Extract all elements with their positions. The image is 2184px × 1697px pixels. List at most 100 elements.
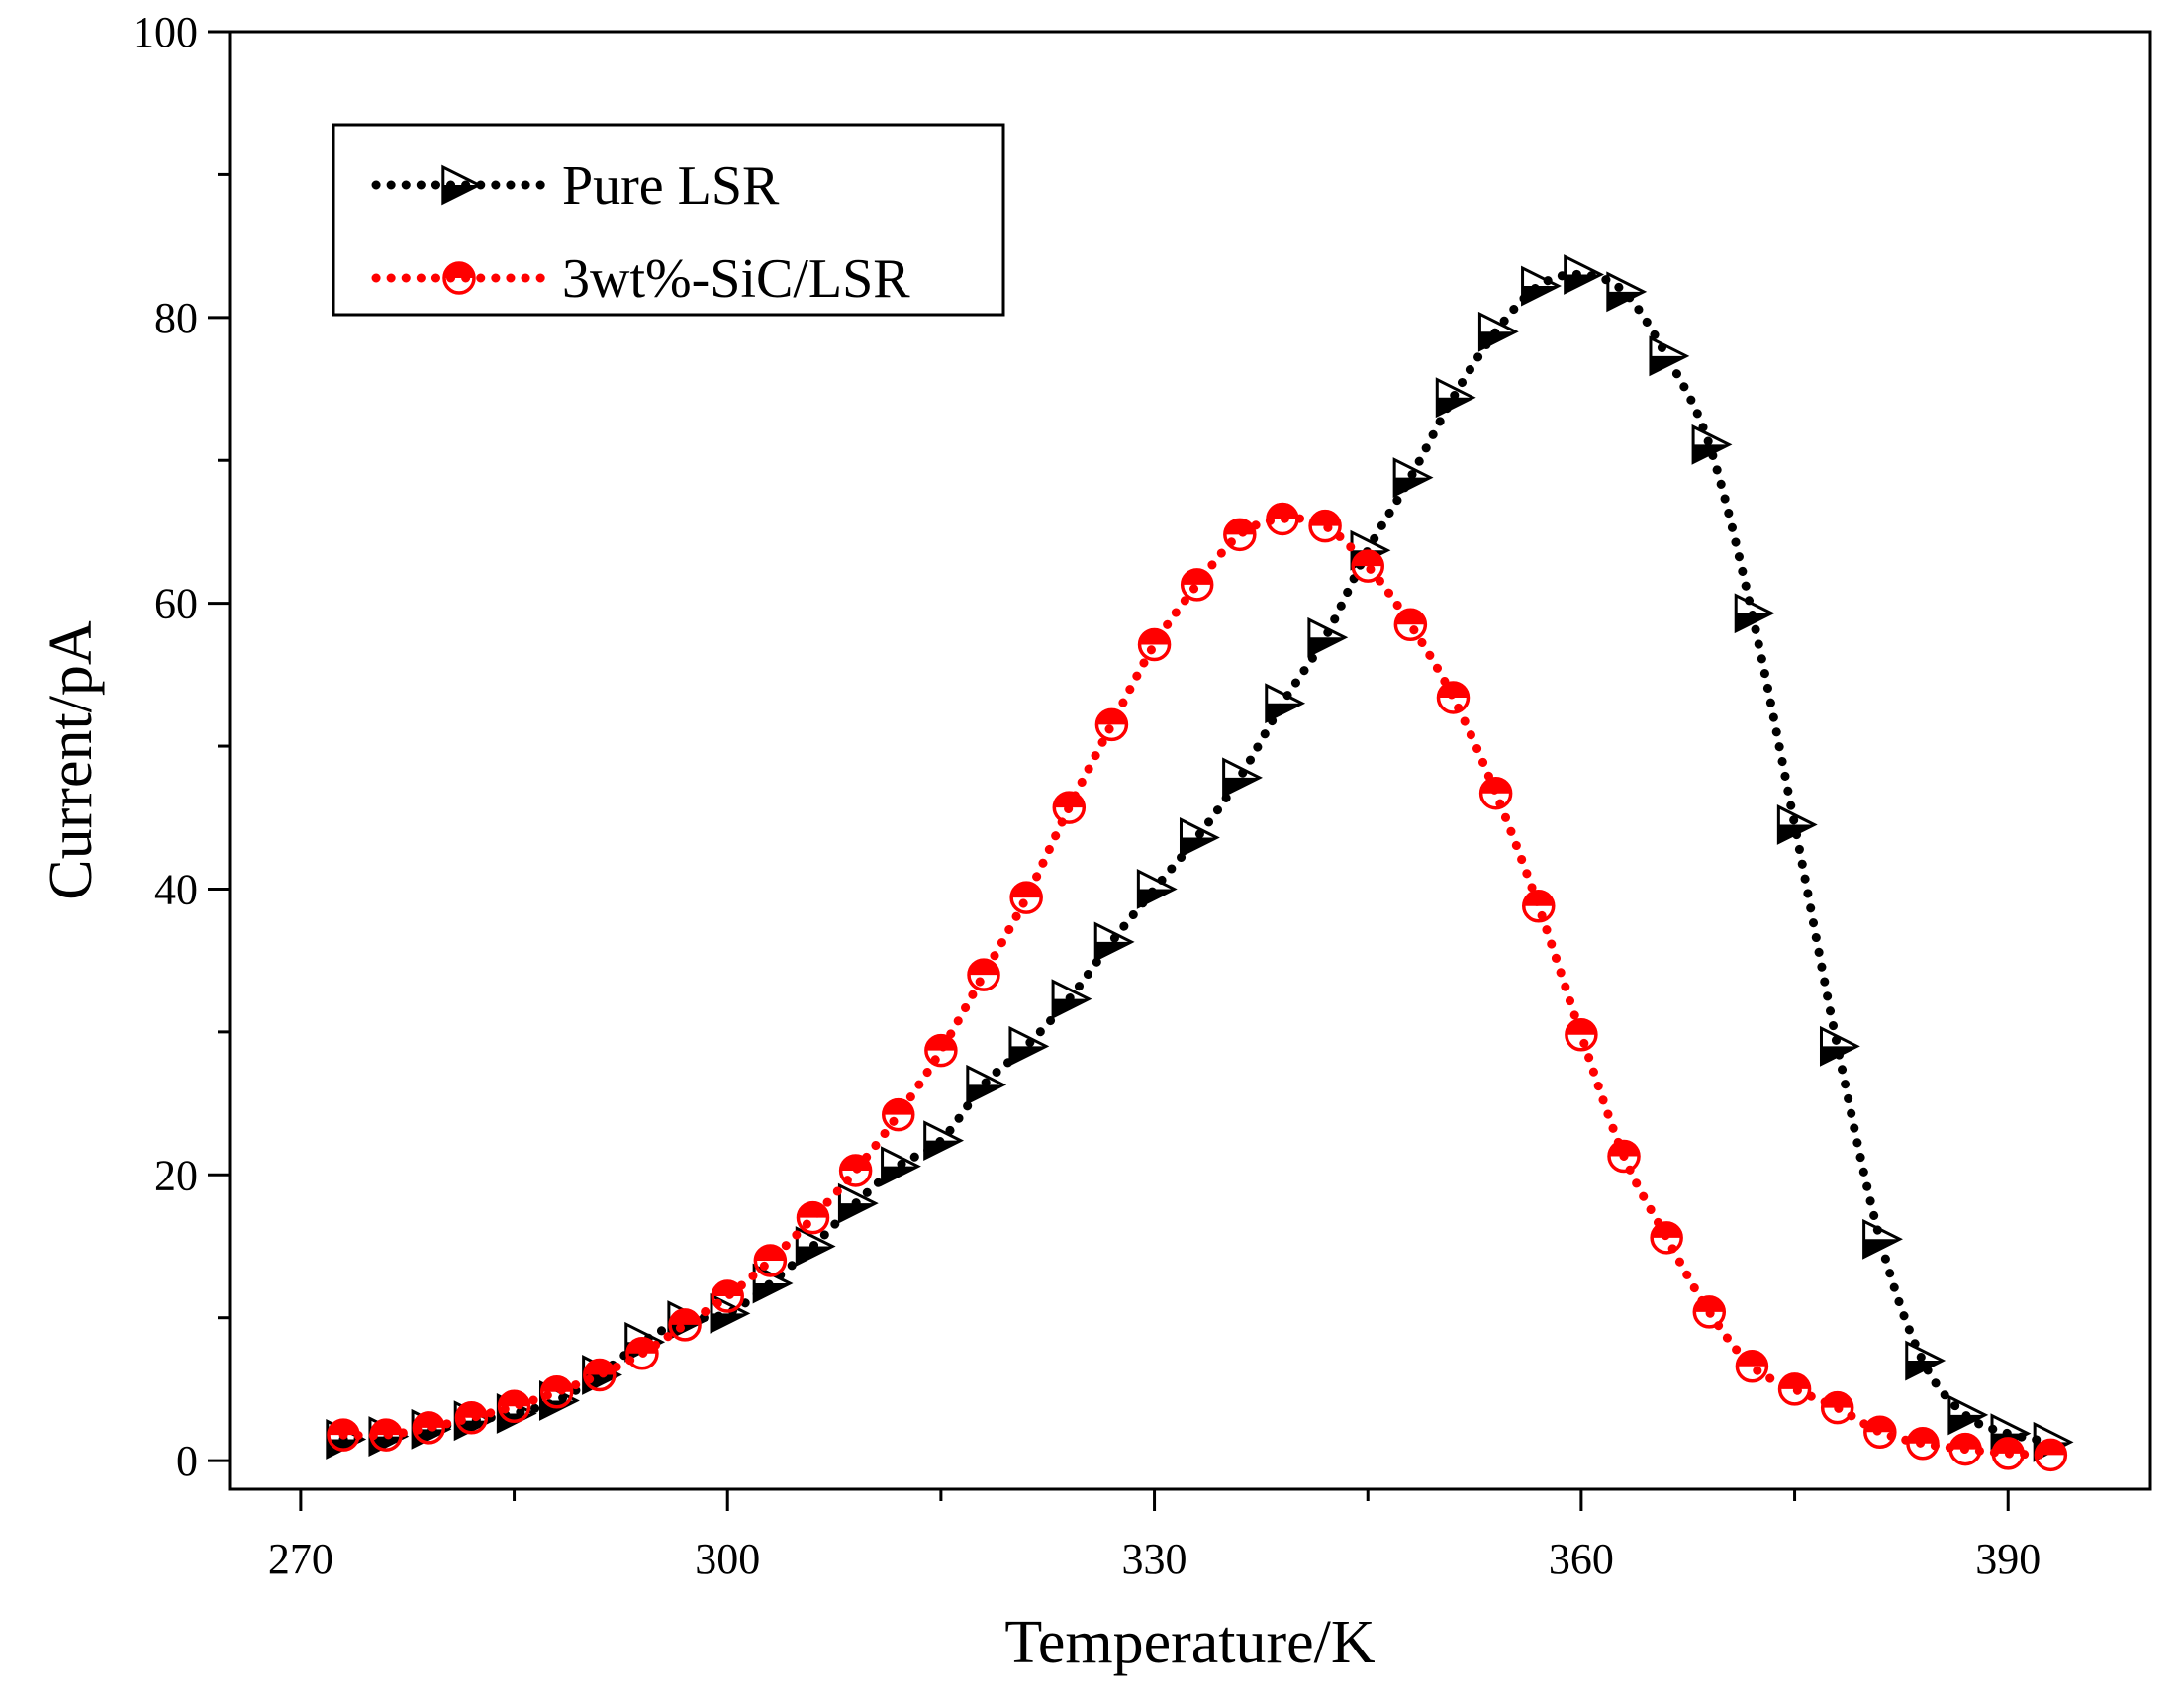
marker-outline [442,261,476,295]
marker-outline [1308,509,1342,543]
marker-outline [1265,683,1306,724]
x-tick-label: 270 [268,1535,333,1583]
marker-outline [1478,776,1513,810]
marker-outline [795,1226,836,1267]
data-point [1820,1390,1854,1425]
marker-outline [1435,377,1476,419]
legend-marker [442,261,476,295]
marker-outline [838,1154,873,1187]
data-point [1905,1340,1947,1381]
data-point [753,1244,788,1277]
marker-outline [1093,921,1135,963]
data-point [966,1064,1007,1105]
marker-outline [1905,1340,1947,1381]
data-point [1862,1218,1903,1260]
data-point [1649,335,1690,377]
marker-outline [1392,457,1434,498]
marker-outline [1692,1295,1727,1329]
data-point [327,1418,360,1452]
y-tick-label: 80 [154,294,198,342]
marker-outline [1009,881,1043,914]
plot-frame [228,30,2152,1491]
data-point [1351,549,1384,583]
marker-outline [1393,608,1428,642]
marker-outline [668,1308,702,1342]
data-point [882,1097,915,1132]
marker-outline [923,1120,965,1162]
data-point [1650,1221,1683,1255]
data-point [710,1292,751,1334]
series-pure-lsr [326,254,2074,1462]
data-point [412,1411,446,1445]
data-point [1948,1432,1982,1466]
y-tick-label: 0 [176,1437,198,1485]
marker-outline [796,1200,830,1235]
series-line [338,514,2055,1460]
series-sic-lsr [327,502,2068,1472]
data-point [1051,979,1092,1020]
marker-outline [1607,1139,1641,1174]
marker-outline [1094,707,1129,742]
legend-label: Pure LSR [562,155,780,217]
marker-outline [1735,1350,1769,1383]
data-point [1522,890,1556,923]
legend-label: 3wt%-SiC/LSR [562,248,910,310]
marker-outline [1777,1372,1812,1406]
data-point [967,958,1000,991]
data-point [1478,776,1513,810]
data-point [711,1279,744,1313]
marker-outline [454,1401,489,1435]
data-point [1307,616,1349,658]
marker-outline [1691,424,1733,465]
marker-outline [1521,265,1562,307]
marker-outline [1180,568,1214,602]
marker-outline [710,1292,751,1334]
series-line [338,269,2055,1447]
y-tick-label: 100 [133,8,198,56]
marker-outline [924,1033,958,1068]
data-point [1565,1018,1598,1052]
marker-outline [1820,1390,1854,1425]
marker-outline [1906,1427,1940,1461]
data-point [625,1337,659,1370]
data-point [1735,1350,1769,1383]
marker-outline [1991,1437,2025,1470]
marker-outline [966,1064,1007,1105]
data-point [497,1389,531,1423]
data-point [1819,1025,1860,1067]
data-point [1947,1394,1989,1436]
data-point [1436,681,1471,714]
data-point [1179,817,1220,858]
marker-outline [1522,890,1556,923]
data-point [1991,1437,2025,1470]
marker-outline [1436,681,1471,714]
marker-outline [753,1244,788,1277]
legend-entry: Pure LSR [371,155,780,217]
y-tick-label: 60 [154,580,198,628]
marker-outline [1948,1432,1982,1466]
data-point [837,1182,879,1224]
marker-outline [1947,1394,1989,1436]
data-point [1734,593,1775,634]
y-axis: 0 20 40 60 80 100 [133,8,230,1485]
x-tick-label: 390 [1975,1535,2041,1583]
data-point [1607,1139,1641,1174]
data-point [838,1154,873,1187]
data-point [923,1120,965,1162]
legend-entry: 3wt%-SiC/LSR [371,248,910,310]
marker-outline [711,1279,744,1313]
data-point [1393,608,1428,642]
data-point [1223,518,1257,552]
marker-outline [1477,311,1519,352]
data-point [1564,254,1605,295]
data-point [1777,1372,1812,1406]
plot-border [228,30,2152,1491]
data-point [539,1375,574,1409]
legend-marker [441,164,483,206]
marker-outline [1650,1221,1683,1255]
marker-outline [837,1182,879,1224]
marker-outline [1008,1025,1050,1067]
marker-outline [1222,757,1263,799]
y-tick-label: 20 [154,1151,198,1199]
